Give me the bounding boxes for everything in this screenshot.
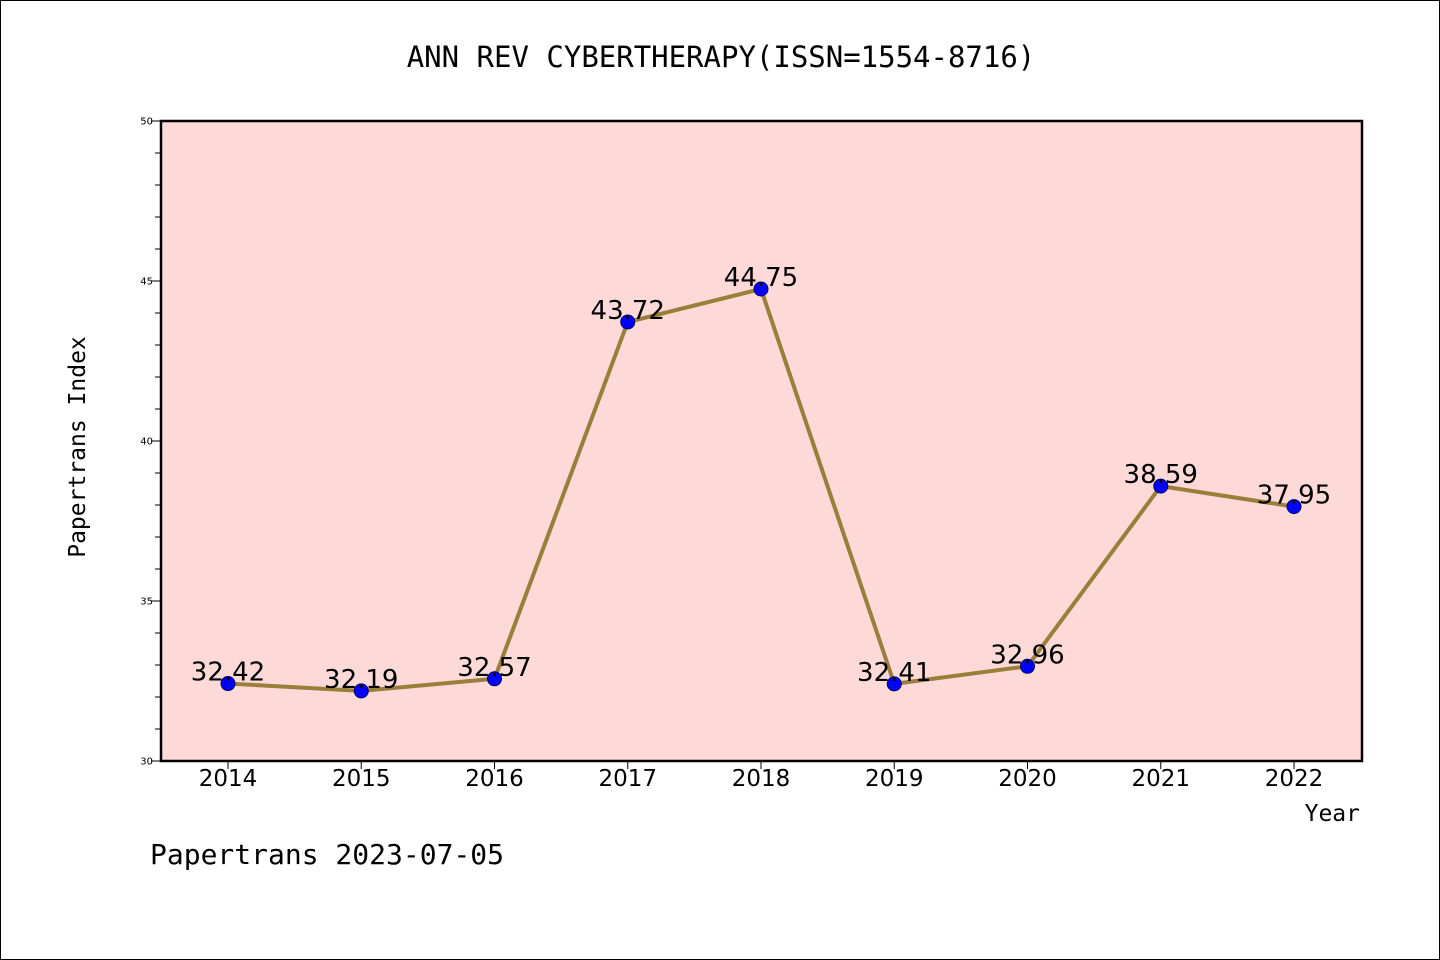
x-tick-label: 2014: [199, 766, 258, 792]
x-tick-label: 2021: [1131, 766, 1190, 792]
y-axis-label: Papertrans Index: [65, 336, 91, 558]
data-point: [620, 314, 636, 330]
x-tick-label: 2022: [1265, 766, 1324, 792]
data-point: [487, 671, 502, 687]
data-point: [1153, 478, 1169, 494]
data-point: [353, 683, 369, 699]
y-axis: 30 35 40 45 50: [140, 117, 161, 768]
data-point: [1286, 499, 1302, 515]
x-tick-label: 2016: [465, 766, 524, 792]
plot-area: [161, 121, 1362, 761]
data-point: [1020, 658, 1035, 674]
y-tick-label: 35: [140, 597, 153, 608]
data-label: 43.72: [591, 296, 665, 326]
data-label: 32.96: [990, 640, 1064, 670]
plot-border: [159, 119, 1364, 763]
data-point: [753, 281, 769, 297]
data-point: [886, 676, 902, 692]
data-points: [220, 281, 1302, 699]
data-label: 32.41: [857, 658, 931, 688]
chart-title: ANN REV CYBERTHERAPY(ISSN=1554-8716): [407, 40, 1036, 74]
x-tick-label: 2017: [598, 766, 657, 792]
footer-text: Papertrans 2023-07-05: [150, 838, 504, 871]
data-label: 32.57: [457, 653, 531, 683]
data-label: 38.59: [1124, 460, 1198, 490]
y-tick-label: 40: [140, 437, 153, 448]
x-tick-label: 2018: [732, 766, 791, 792]
x-tick-label: 2019: [865, 766, 924, 792]
data-point: [220, 676, 236, 692]
y-tick-label: 50: [140, 117, 153, 128]
data-labels: 32.42 32.19 32.57 43.72 44.75 32.41 32.96 38.59…: [191, 263, 1331, 695]
data-label: 32.19: [324, 665, 398, 695]
y-tick-label: 30: [140, 757, 153, 768]
x-axis-label: Year: [1305, 801, 1360, 827]
x-tick-label: 2015: [332, 766, 391, 792]
data-label: 32.42: [191, 658, 265, 688]
x-tick-label: 2020: [998, 766, 1057, 792]
data-label: 44.75: [724, 263, 798, 293]
data-label: 37.95: [1257, 481, 1331, 511]
x-axis: 2014 2015 2016 2017 2018 2019 2020 2021 2022: [199, 761, 1324, 792]
y-tick-label: 45: [140, 277, 153, 288]
